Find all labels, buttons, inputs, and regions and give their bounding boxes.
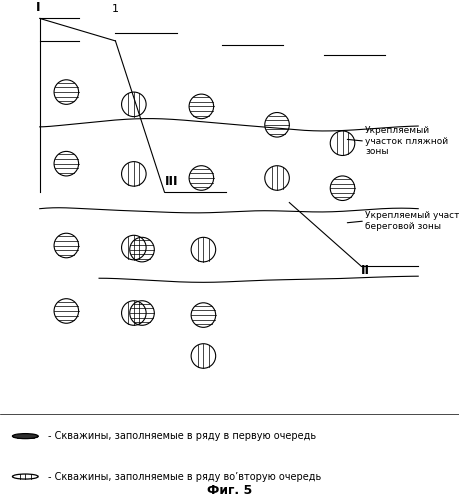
Text: Укрепляемый участок
береговой зоны: Укрепляемый участок береговой зоны	[364, 211, 459, 231]
Text: - Скважины, заполняемые в ряду во’вторую очередь: - Скважины, заполняемые в ряду во’вторую…	[48, 472, 321, 482]
Text: 1: 1	[112, 4, 119, 14]
Text: Укрепляемый
участок пляжной
зоны: Укрепляемый участок пляжной зоны	[364, 126, 447, 156]
Text: - Скважины, заполняемые в ряду в первую очередь: - Скважины, заполняемые в ряду в первую …	[48, 431, 316, 441]
Text: Фиг. 5: Фиг. 5	[207, 484, 252, 497]
Text: II: II	[360, 263, 369, 276]
Text: III: III	[164, 175, 178, 188]
Text: I: I	[35, 1, 40, 14]
